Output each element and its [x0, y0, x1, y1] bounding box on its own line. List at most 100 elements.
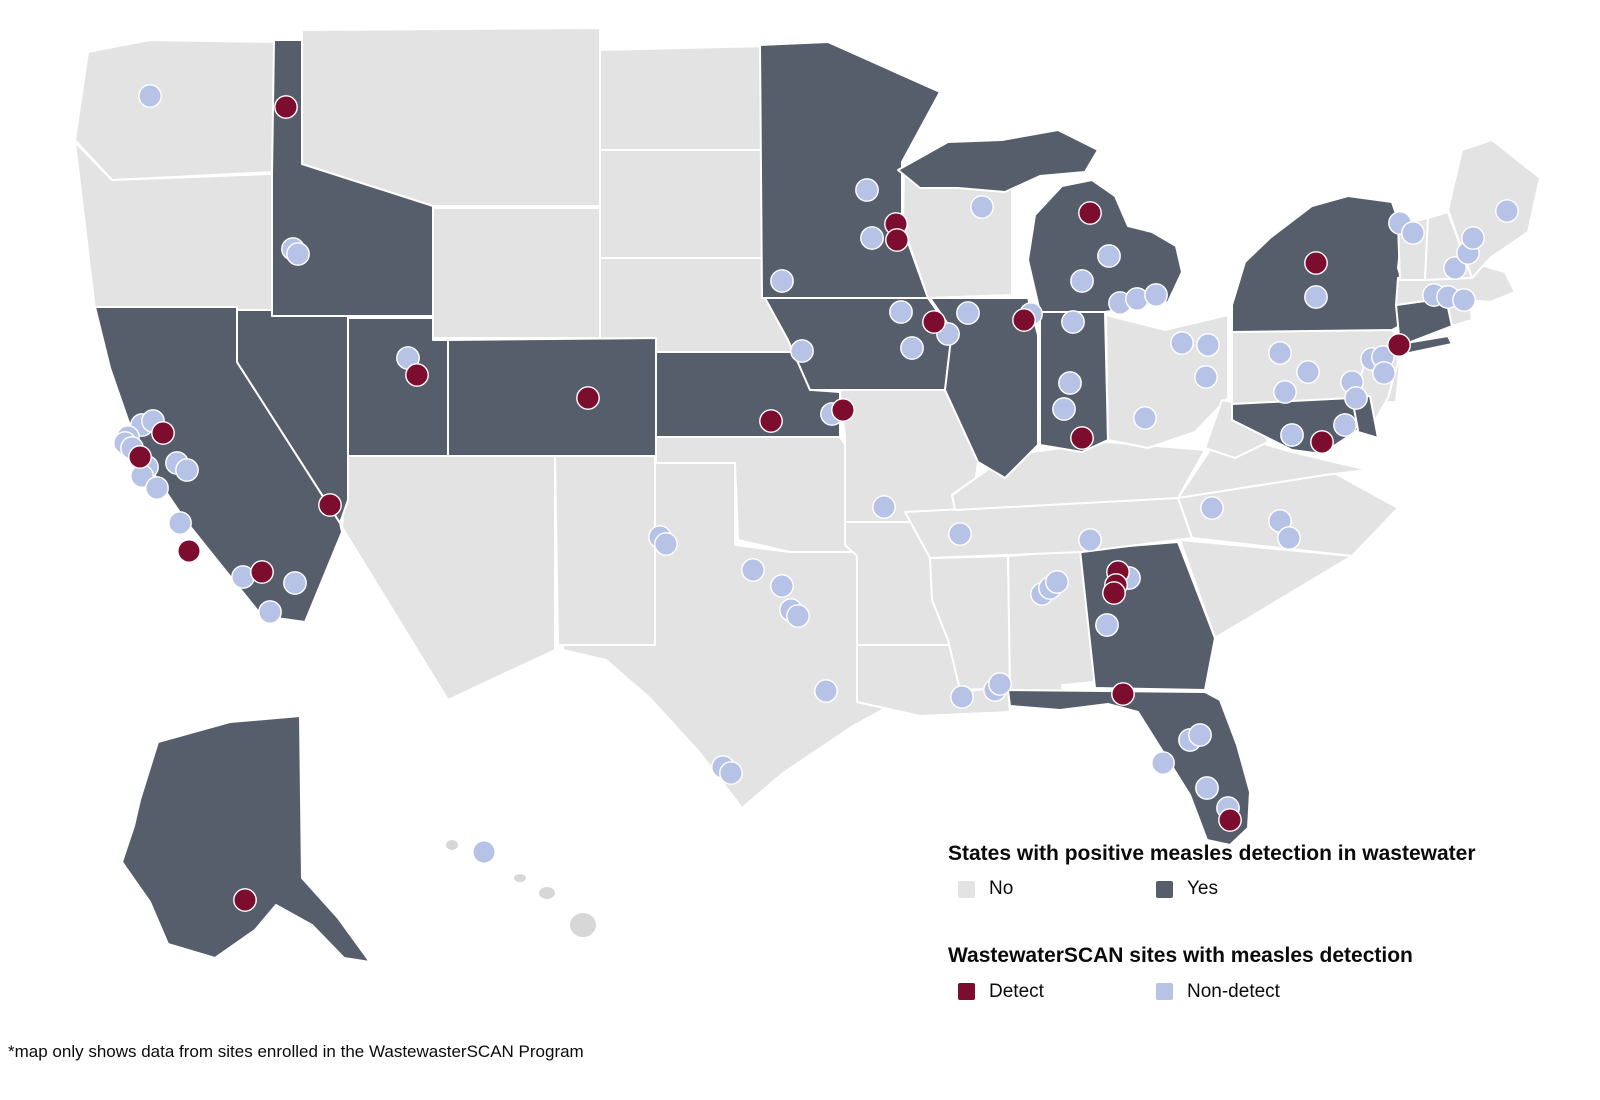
- site-non-detect[interactable]: [1277, 526, 1301, 550]
- site-non-detect[interactable]: [1461, 226, 1485, 250]
- site-non-detect[interactable]: [1495, 199, 1519, 223]
- site-non-detect[interactable]: [1194, 365, 1218, 389]
- site-non-detect[interactable]: [175, 458, 199, 482]
- state-alaska[interactable]: [121, 715, 371, 963]
- site-non-detect[interactable]: [1280, 423, 1304, 447]
- site-non-detect[interactable]: [1344, 386, 1368, 410]
- site-non-detect[interactable]: [1125, 287, 1149, 311]
- site-non-detect[interactable]: [1296, 360, 1320, 384]
- site-non-detect[interactable]: [719, 761, 743, 785]
- site-non-detect[interactable]: [1052, 397, 1076, 421]
- site-non-detect[interactable]: [970, 195, 994, 219]
- site-detect[interactable]: [1070, 426, 1094, 450]
- site-non-detect[interactable]: [900, 336, 924, 360]
- site-non-detect[interactable]: [286, 242, 310, 266]
- site-detect[interactable]: [128, 445, 152, 469]
- site-detect[interactable]: [576, 386, 600, 410]
- state-arizona[interactable]: [341, 455, 556, 701]
- legend-item-yes[interactable]: Yes: [1156, 878, 1354, 900]
- site-non-detect[interactable]: [654, 532, 678, 556]
- site-detect[interactable]: [405, 363, 429, 387]
- site-non-detect[interactable]: [770, 269, 794, 293]
- site-non-detect[interactable]: [889, 300, 913, 324]
- site-non-detect[interactable]: [1045, 570, 1069, 594]
- site-detect[interactable]: [1218, 808, 1242, 832]
- site-non-detect[interactable]: [1273, 380, 1297, 404]
- site-detect[interactable]: [233, 888, 257, 912]
- site-non-detect[interactable]: [1188, 723, 1212, 747]
- site-non-detect[interactable]: [790, 339, 814, 363]
- site-detect[interactable]: [274, 95, 298, 119]
- state-hawaii-big-island[interactable]: [568, 911, 598, 939]
- legend-item-non-detect[interactable]: Non-detect: [1156, 981, 1354, 1003]
- site-non-detect[interactable]: [1452, 288, 1476, 312]
- state-hawaii-kauai[interactable]: [444, 838, 460, 852]
- site-detect[interactable]: [250, 560, 274, 584]
- site-non-detect[interactable]: [283, 571, 307, 595]
- site-non-detect[interactable]: [1097, 244, 1121, 268]
- site-detect[interactable]: [1387, 333, 1411, 357]
- site-non-detect[interactable]: [1443, 256, 1467, 280]
- site-non-detect[interactable]: [258, 600, 282, 624]
- state-washington[interactable]: [74, 39, 275, 181]
- site-detect[interactable]: [1111, 682, 1135, 706]
- site-detect[interactable]: [1078, 201, 1102, 225]
- site-non-detect[interactable]: [1372, 361, 1396, 385]
- site-non-detect[interactable]: [1268, 341, 1292, 365]
- site-non-detect[interactable]: [1200, 496, 1224, 520]
- site-detect[interactable]: [1012, 308, 1036, 332]
- site-non-detect[interactable]: [855, 178, 879, 202]
- site-detect[interactable]: [885, 228, 909, 252]
- site-non-detect[interactable]: [950, 685, 974, 709]
- site-detect[interactable]: [831, 398, 855, 422]
- site-non-detect[interactable]: [872, 495, 896, 519]
- site-non-detect[interactable]: [988, 672, 1012, 696]
- site-detect[interactable]: [1310, 430, 1334, 454]
- site-non-detect[interactable]: [1070, 269, 1094, 293]
- site-non-detect[interactable]: [1061, 310, 1085, 334]
- state-new-mexico[interactable]: [554, 455, 656, 646]
- site-non-detect[interactable]: [770, 574, 794, 598]
- site-non-detect[interactable]: [814, 679, 838, 703]
- state-utah[interactable]: [347, 317, 449, 457]
- state-idaho[interactable]: [271, 39, 434, 317]
- state-south-carolina[interactable]: [1179, 539, 1353, 639]
- site-non-detect[interactable]: [472, 840, 496, 864]
- site-detect[interactable]: [1102, 581, 1126, 605]
- site-non-detect[interactable]: [1058, 371, 1082, 395]
- site-non-detect[interactable]: [1304, 285, 1328, 309]
- site-non-detect[interactable]: [956, 301, 980, 325]
- state-south-dakota[interactable]: [599, 149, 773, 259]
- site-non-detect[interactable]: [1078, 528, 1102, 552]
- legend-item-no[interactable]: No: [958, 878, 1156, 900]
- site-non-detect[interactable]: [1095, 613, 1119, 637]
- state-hawaii-molokai[interactable]: [512, 872, 528, 884]
- site-non-detect[interactable]: [948, 522, 972, 546]
- legend-item-detect[interactable]: Detect: [958, 981, 1156, 1003]
- site-non-detect[interactable]: [1151, 751, 1175, 775]
- site-detect[interactable]: [151, 421, 175, 445]
- state-north-dakota[interactable]: [599, 45, 770, 151]
- site-non-detect[interactable]: [741, 558, 765, 582]
- site-non-detect[interactable]: [786, 604, 810, 628]
- site-non-detect[interactable]: [1170, 331, 1194, 355]
- site-non-detect[interactable]: [1133, 406, 1157, 430]
- site-detect[interactable]: [1304, 251, 1328, 275]
- site-non-detect[interactable]: [168, 511, 192, 535]
- site-non-detect[interactable]: [860, 226, 884, 250]
- site-non-detect[interactable]: [1144, 283, 1168, 307]
- site-non-detect[interactable]: [1333, 413, 1357, 437]
- site-detect[interactable]: [177, 539, 201, 563]
- state-colorado[interactable]: [447, 337, 657, 457]
- site-non-detect[interactable]: [138, 84, 162, 108]
- site-detect[interactable]: [318, 493, 342, 517]
- state-texas[interactable]: [562, 462, 923, 809]
- site-non-detect[interactable]: [145, 476, 169, 500]
- state-hawaii-maui[interactable]: [537, 885, 557, 901]
- site-non-detect[interactable]: [1196, 333, 1220, 357]
- site-detect[interactable]: [759, 409, 783, 433]
- state-wyoming[interactable]: [432, 207, 601, 339]
- state-michigan-upper[interactable]: [897, 129, 1099, 193]
- site-non-detect[interactable]: [1195, 776, 1219, 800]
- state-florida[interactable]: [1007, 689, 1251, 846]
